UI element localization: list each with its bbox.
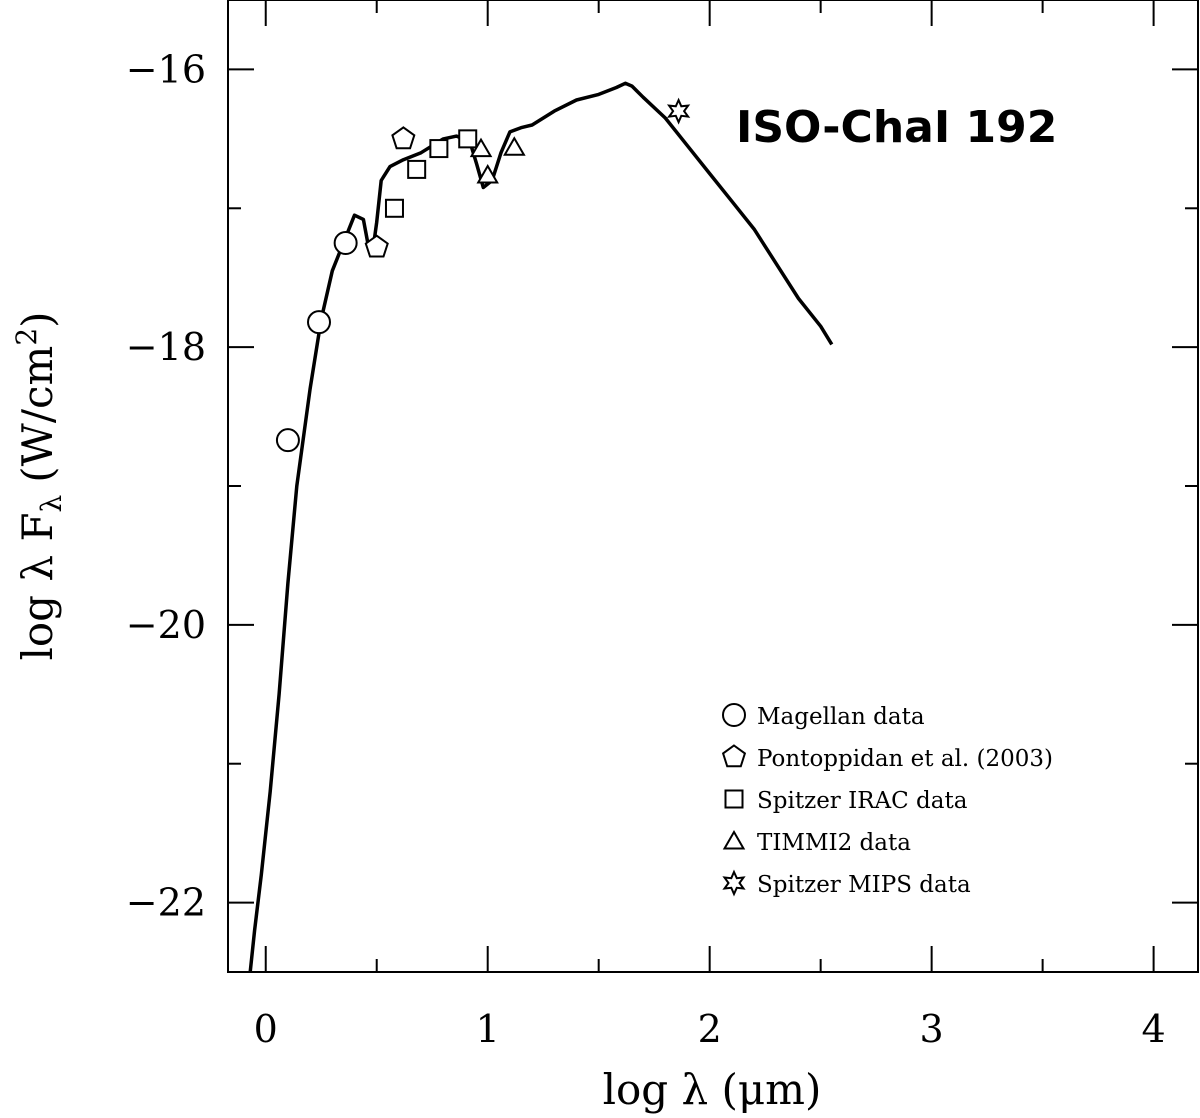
- pentagon-data-point: [392, 127, 414, 148]
- square-data-point: [408, 161, 425, 178]
- square-data-point: [459, 130, 476, 147]
- x-tick-label: 2: [698, 1007, 722, 1051]
- legend-pentagon-icon: [723, 746, 745, 767]
- model-sed-curve: [250, 83, 832, 972]
- circle-data-point: [335, 232, 357, 254]
- legend-label: TIMMI2 data: [757, 830, 911, 856]
- circle-data-point: [308, 311, 330, 333]
- legend-label: Spitzer IRAC data: [757, 788, 968, 814]
- y-tick-label: −20: [126, 603, 206, 647]
- circle-data-point: [277, 429, 299, 451]
- x-tick-label: 1: [476, 1007, 500, 1051]
- legend-triangle-icon: [725, 832, 744, 849]
- pentagon-data-point: [366, 236, 388, 257]
- legend-square-icon: [726, 791, 743, 808]
- y-tick-label: −22: [126, 881, 206, 925]
- x-tick-label: 0: [254, 1007, 278, 1051]
- legend-circle-icon: [723, 704, 745, 726]
- sed-chart: 0 1 2 3 4 −22 −20 −18 −16 ISO-ChaI 192 log λ (μm…: [0, 0, 1200, 1118]
- data-markers: [277, 100, 688, 451]
- x-axis-title: log λ (μm): [603, 1065, 822, 1114]
- y-tick-label: −18: [126, 325, 206, 369]
- legend-label: Spitzer MIPS data: [757, 872, 971, 898]
- y-axis-title: log λ Fλ(W/cm2): [10, 311, 68, 660]
- legend: Magellan data Pontoppidan et al. (2003) Sp…: [723, 704, 1053, 898]
- legend-label: Magellan data: [757, 704, 925, 730]
- square-data-point: [386, 200, 403, 217]
- star-data-point: [669, 100, 688, 122]
- legend-label: Pontoppidan et al. (2003): [757, 746, 1053, 772]
- x-tick-label: 4: [1142, 1007, 1166, 1051]
- legend-star-icon: [725, 872, 744, 894]
- x-tick-label: 3: [920, 1007, 944, 1051]
- y-tick-label: −16: [126, 47, 206, 91]
- axis-tick-labels: 0 1 2 3 4 −22 −20 −18 −16: [126, 47, 1166, 1051]
- square-data-point: [430, 140, 447, 157]
- chart-title: ISO-ChaI 192: [736, 102, 1057, 153]
